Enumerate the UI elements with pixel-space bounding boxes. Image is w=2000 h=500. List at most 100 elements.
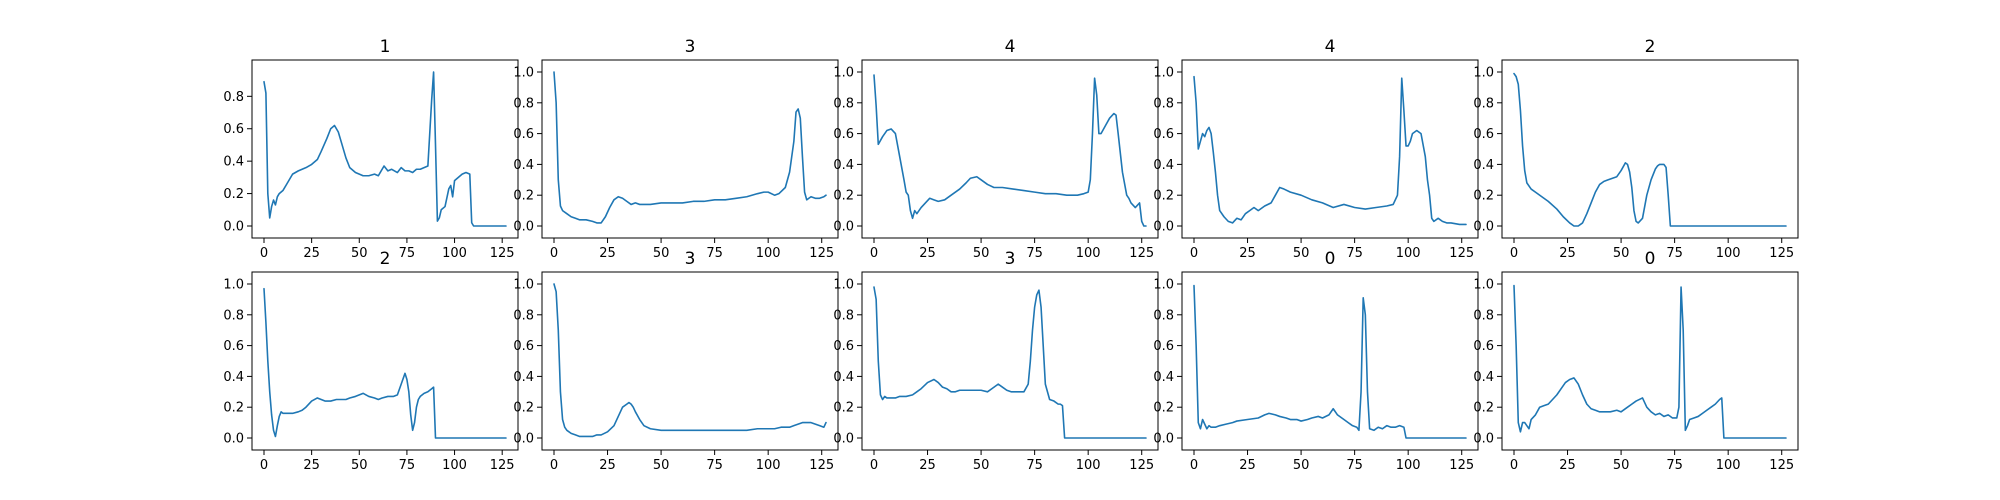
x-tick-label: 50 (653, 458, 670, 473)
y-tick-label: 0.2 (223, 187, 244, 202)
x-tick-label: 75 (399, 246, 416, 261)
y-tick-label: 0.8 (833, 308, 854, 323)
x-tick-label: 50 (351, 458, 368, 473)
signal-line (553, 71, 827, 224)
y-tick-label: 0.8 (1473, 96, 1494, 111)
y-tick-label: 0.4 (1473, 158, 1494, 173)
axes-frame (1181, 271, 1479, 451)
x-tick-label: 100 (1716, 246, 1741, 261)
y-tick-label: 1.0 (513, 278, 534, 293)
x-tick-label: 125 (490, 458, 515, 473)
x-tick-label: 125 (809, 246, 834, 261)
y-tick-label: 0.2 (223, 401, 244, 416)
y-tick-label: 0.4 (1153, 158, 1174, 173)
x-tick-label: 100 (442, 458, 467, 473)
x-tick-label: 0 (260, 246, 268, 261)
y-tick-label: 0.0 (1473, 432, 1494, 447)
x-tick-label: 25 (303, 458, 320, 473)
x-tick-label: 125 (1769, 246, 1794, 261)
y-tick-label: 0.2 (833, 401, 854, 416)
y-tick-label: 0.6 (1473, 127, 1494, 142)
x-tick-label: 75 (399, 458, 416, 473)
x-tick-label: 25 (1239, 246, 1256, 261)
y-tick-label: 1.0 (1153, 66, 1174, 81)
y-tick-label: 0.6 (833, 127, 854, 142)
signal-line (1193, 284, 1467, 439)
x-tick-label: 100 (1076, 458, 1101, 473)
axes-frame (861, 271, 1159, 451)
subplot-5: 2 0 25 50 75 100 125 0.0 0.2 0.4 0.6 0.8 1.0 (1473, 37, 1799, 261)
y-tick-label: 0.4 (833, 158, 854, 173)
y-tick-label: 0.4 (513, 370, 534, 385)
subplot-7: 3 0 25 50 75 100 125 0.0 0.2 0.4 0.6 0.8 1.0 (513, 249, 839, 473)
y-tick-label: 0.8 (223, 90, 244, 105)
y-tick-label: 0.6 (833, 339, 854, 354)
x-tick-label: 100 (756, 246, 781, 261)
y-tick-label: 0.2 (513, 189, 534, 204)
y-tick-label: 0.2 (833, 189, 854, 204)
y-tick-label: 1.0 (833, 66, 854, 81)
y-tick-label: 0.8 (1153, 308, 1174, 323)
y-tick-label: 0.0 (223, 432, 244, 447)
subplot-9: 0 0 25 50 75 100 125 0.0 0.2 0.4 0.6 0.8 1.0 (1153, 249, 1479, 473)
y-tick-label: 0.0 (513, 432, 534, 447)
x-tick-label: 75 (1346, 246, 1363, 261)
subplot-title: 0 (1325, 249, 1336, 269)
x-tick-label: 0 (1190, 246, 1198, 261)
x-tick-label: 100 (1396, 458, 1421, 473)
y-tick-label: 0.0 (833, 432, 854, 447)
x-tick-label: 0 (870, 246, 878, 261)
subplot-title: 4 (1325, 37, 1336, 57)
subplot-title: 4 (1005, 37, 1016, 57)
x-tick-label: 100 (1396, 246, 1421, 261)
subplot-title: 3 (685, 249, 696, 269)
subplot-title: 2 (1645, 37, 1656, 57)
signal-line (263, 71, 507, 227)
y-tick-label: 1.0 (833, 278, 854, 293)
y-tick-label: 0.2 (1473, 189, 1494, 204)
y-tick-label: 0.6 (1473, 339, 1494, 354)
y-tick-label: 0.2 (1153, 189, 1174, 204)
subplot-2: 3 0 25 50 75 100 125 0.0 0.2 0.4 0.6 0.8 1.0 (513, 37, 839, 261)
subplot-10: 0 0 25 50 75 100 125 0.0 0.2 0.4 0.6 0.8 1.0 (1473, 249, 1799, 473)
y-tick-label: 0.0 (223, 220, 244, 235)
subplot-4: 4 0 25 50 75 100 125 0.0 0.2 0.4 0.6 0.8 1.0 (1153, 37, 1479, 261)
signal-line (873, 74, 1147, 227)
x-tick-label: 50 (1293, 458, 1310, 473)
y-tick-label: 0.6 (1153, 127, 1174, 142)
y-tick-label: 0.0 (1153, 220, 1174, 235)
y-tick-label: 0.4 (223, 155, 244, 170)
subplot-title: 2 (380, 249, 391, 269)
x-tick-label: 25 (1559, 458, 1576, 473)
y-tick-label: 0.2 (513, 401, 534, 416)
x-tick-label: 0 (550, 246, 558, 261)
y-tick-label: 0.4 (833, 370, 854, 385)
x-tick-label: 125 (1449, 458, 1474, 473)
signal-line (1193, 75, 1467, 226)
x-tick-label: 125 (1769, 458, 1794, 473)
x-tick-label: 100 (442, 246, 467, 261)
y-tick-label: 0.6 (513, 339, 534, 354)
x-tick-label: 100 (1076, 246, 1101, 261)
x-tick-label: 25 (919, 246, 936, 261)
y-tick-label: 0.4 (223, 370, 244, 385)
subplot-1: 1 0 25 50 75 100 125 0.0 0.2 0.4 0.6 0.8 (223, 37, 519, 261)
axes-frame (541, 59, 839, 239)
y-tick-label: 1.0 (1153, 278, 1174, 293)
x-tick-label: 100 (756, 458, 781, 473)
x-tick-label: 75 (1026, 246, 1043, 261)
axes-frame (1501, 271, 1799, 451)
x-tick-label: 0 (1510, 246, 1518, 261)
x-tick-label: 75 (706, 246, 723, 261)
signal-line (873, 286, 1147, 439)
subplot-3: 4 0 25 50 75 100 125 0.0 0.2 0.4 0.6 0.8 1.0 (833, 37, 1159, 261)
signal-line (1513, 72, 1787, 227)
y-tick-label: 0.6 (223, 339, 244, 354)
y-tick-label: 1.0 (223, 278, 244, 293)
x-tick-label: 75 (1666, 246, 1683, 261)
x-tick-label: 125 (1129, 246, 1154, 261)
y-tick-label: 0.0 (1153, 432, 1174, 447)
subplot-title: 0 (1645, 249, 1656, 269)
y-tick-label: 0.2 (1473, 401, 1494, 416)
